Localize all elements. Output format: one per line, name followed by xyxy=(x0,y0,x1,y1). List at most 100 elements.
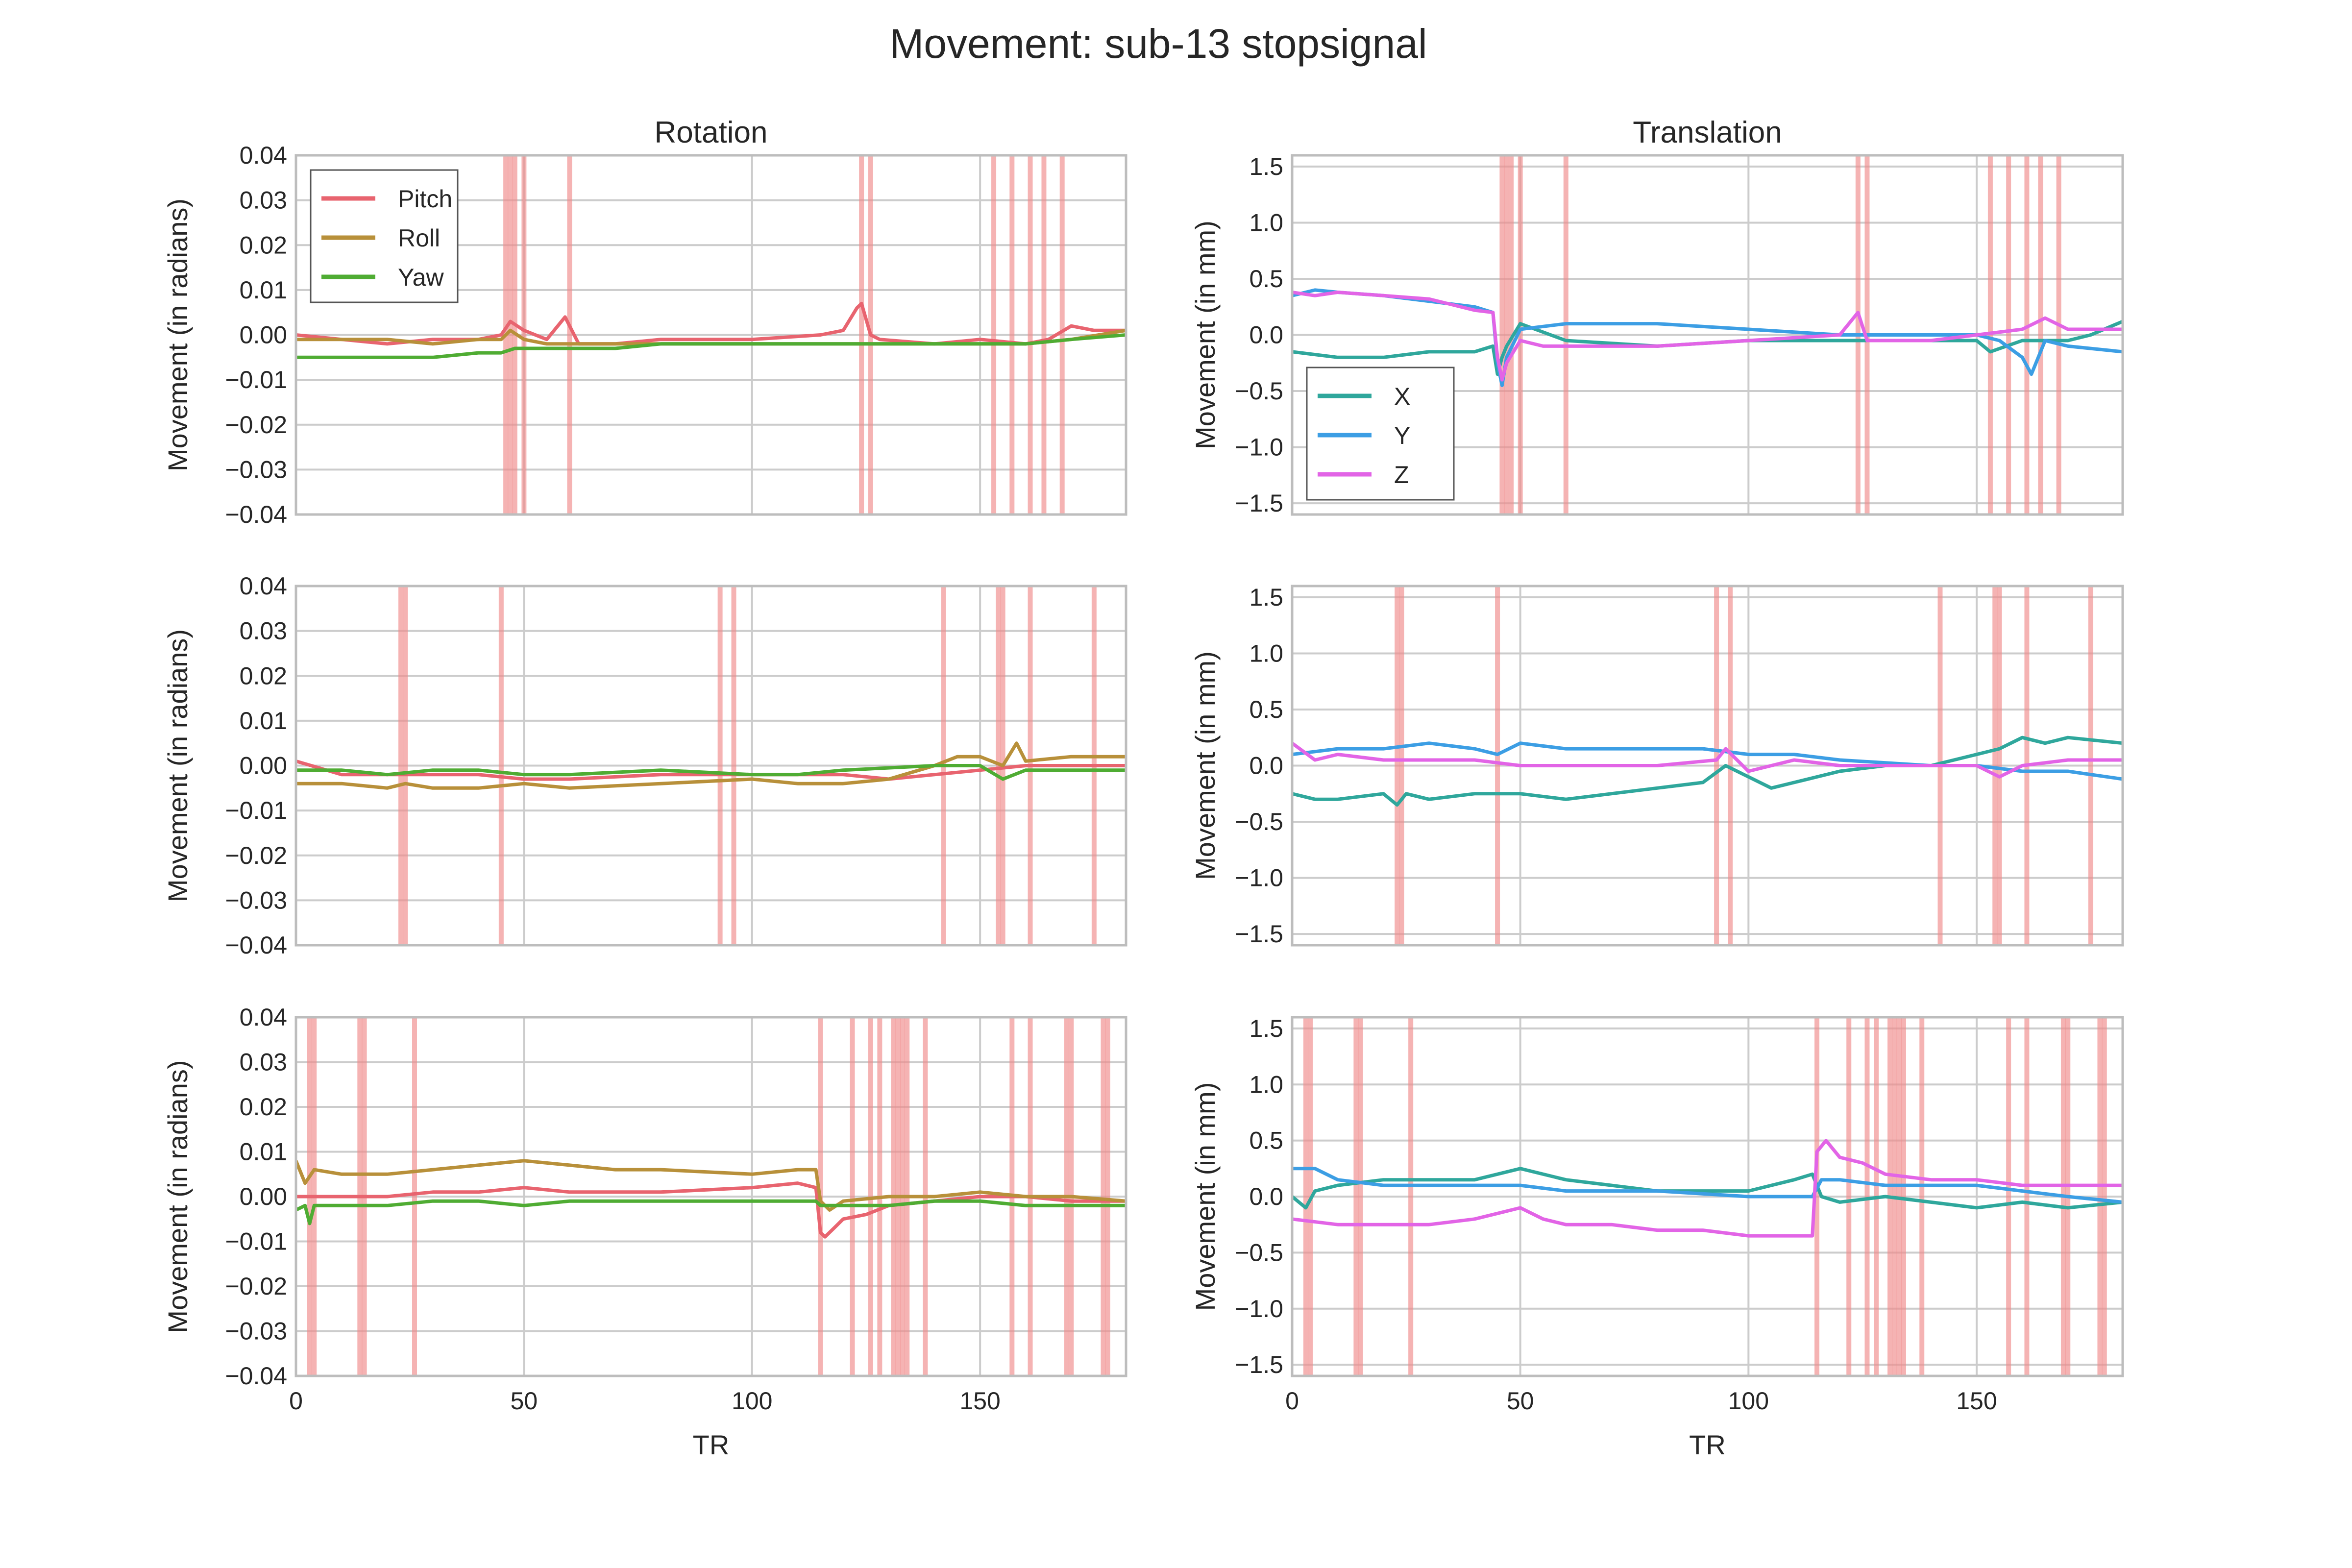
outlier-highlight xyxy=(1814,1017,1820,1376)
outlier-highlight xyxy=(859,155,864,514)
outlier-highlight xyxy=(1009,155,1015,514)
y-tick-label: −0.03 xyxy=(225,456,287,483)
panel-r1c2-ylabel: Movement (in mm) xyxy=(1190,220,1221,449)
y-tick-label: −0.03 xyxy=(225,1318,287,1345)
y-tick-label: −1.0 xyxy=(1235,1295,1283,1323)
outlier-highlight xyxy=(2097,1017,2103,1376)
outlier-highlight xyxy=(2056,155,2061,514)
series-line-yaw xyxy=(296,1199,1126,1225)
y-tick-label: 0.04 xyxy=(240,142,287,169)
outlier-highlight xyxy=(521,155,527,514)
outlier-highlight xyxy=(2006,1017,2011,1376)
y-tick-label: −1.0 xyxy=(1235,434,1283,461)
outlier-highlight xyxy=(1846,1017,1852,1376)
x-tick-label: 50 xyxy=(511,1387,538,1415)
outlier-highlight xyxy=(1504,155,1509,514)
legend-label-y: Y xyxy=(1394,422,1410,449)
panel-r1c1-series xyxy=(296,301,1126,359)
panel-r3c1-ylabel: Movement (in radians) xyxy=(162,1060,193,1333)
series-line-y xyxy=(1292,1167,2123,1204)
panel-r2c1: −0.04 −0.03 −0.02 −0.01 0.00 0.01 0.02 0.03 0.04… xyxy=(162,572,1127,959)
outlier-highlight xyxy=(1997,586,2002,945)
panel-r3c1-frame xyxy=(294,1016,1127,1377)
panel-r2c2-ylabel: Movement (in mm) xyxy=(1190,651,1221,880)
panel-r3c2-frame xyxy=(1291,1016,2124,1377)
outlier-highlight xyxy=(1395,586,1400,945)
x-tick-label: 100 xyxy=(732,1387,772,1415)
y-tick-label: 0.04 xyxy=(240,572,287,600)
panel-r3c1-xlabel: TR xyxy=(693,1429,730,1460)
outlier-highlight xyxy=(1101,1017,1106,1376)
panel-r3c1: −0.04 −0.03 −0.02 −0.01 0.00 0.01 0.02 0.03 0.04… xyxy=(162,1004,1127,1460)
panel-r2c1-ylabel: Movement (in radians) xyxy=(162,629,193,902)
y-tick-label: −0.01 xyxy=(225,797,287,824)
y-tick-label: 0.01 xyxy=(240,276,287,304)
y-tick-label: −0.02 xyxy=(225,1273,287,1300)
y-tick-label: 0.02 xyxy=(240,231,287,259)
panel-r1c1-frame xyxy=(294,154,1127,516)
y-tick-label: −1.5 xyxy=(1235,490,1283,517)
panel-r3c1-series xyxy=(296,1159,1126,1239)
outlier-highlight xyxy=(1028,155,1033,514)
figure-title: Movement: sub-13 stopsignal xyxy=(889,21,1427,67)
y-tick-label: 1.0 xyxy=(1249,1071,1283,1098)
series-line-z xyxy=(1292,1139,2123,1238)
outlier-highlight xyxy=(2088,586,2093,945)
outlier-highlight xyxy=(1919,1017,1925,1376)
y-tick-label: 0.03 xyxy=(240,617,287,645)
panel-r2c2-frame xyxy=(1291,585,2124,947)
outlier-highlight xyxy=(2024,1017,2030,1376)
y-tick-label: 0.01 xyxy=(240,1138,287,1166)
y-tick-label: −1.5 xyxy=(1235,1351,1283,1378)
outlier-highlight xyxy=(1408,1017,1414,1376)
outlier-highlight xyxy=(1303,1017,1308,1376)
y-tick-label: 0.03 xyxy=(240,187,287,214)
outlier-highlight xyxy=(498,586,504,945)
x-tick-label: 0 xyxy=(1285,1387,1299,1415)
panel-r1c1-title: Rotation xyxy=(655,116,768,149)
y-tick-label: 0.5 xyxy=(1249,696,1283,723)
y-tick-label: 0.03 xyxy=(240,1049,287,1076)
outlier-highlight xyxy=(403,586,408,945)
outlier-highlight xyxy=(2006,155,2011,514)
panel-r2c2: −1.5 −1.0 −0.5 0.0 0.5 1.0 1.5 Movement (in mm) xyxy=(1190,584,2124,948)
outlier-highlight xyxy=(868,1017,873,1376)
x-tick-label: 50 xyxy=(1507,1387,1534,1415)
outlier-highlight xyxy=(1864,1017,1870,1376)
series-line-z xyxy=(1292,291,2123,382)
series-line-z xyxy=(1292,741,2123,779)
outlier-highlight xyxy=(2038,155,2043,514)
y-tick-label: 1.5 xyxy=(1249,153,1283,180)
outlier-highlight xyxy=(1399,586,1404,945)
panel-r3c2-xlabel: TR xyxy=(1689,1429,1726,1460)
panel-r3c2: −1.5 −1.0 −0.5 0.0 0.5 1.0 1.5 0 50 100 150 TR Movem… xyxy=(1190,1015,2124,1460)
panel-r1c1-legend: Pitch Roll Yaw xyxy=(310,169,459,303)
panel-r2c1-frame xyxy=(294,585,1127,947)
y-tick-label: 0.0 xyxy=(1249,321,1283,349)
x-tick-label: 100 xyxy=(1728,1387,1769,1415)
y-tick-label: −0.5 xyxy=(1235,377,1283,405)
legend-label-pitch: Pitch xyxy=(398,185,452,213)
y-tick-label: −1.0 xyxy=(1235,864,1283,892)
y-tick-label: 0.04 xyxy=(240,1004,287,1031)
outlier-highlight xyxy=(1358,1017,1363,1376)
panel-r1c1: −0.04 −0.03 −0.02 −0.01 0.00 0.01 0.02 0.03 0.04… xyxy=(162,116,1127,528)
outlier-highlight xyxy=(1499,155,1505,514)
y-tick-label: 0.02 xyxy=(240,1093,287,1121)
outlier-highlight xyxy=(1105,1017,1110,1376)
outlier-highlight xyxy=(1728,586,1733,945)
y-tick-label: 0.0 xyxy=(1249,752,1283,780)
panel-r1c2-title: Translation xyxy=(1633,116,1782,149)
panel-r3c2-series xyxy=(1292,1139,2123,1238)
panel-r1c2-frame xyxy=(1291,154,2124,516)
outlier-highlight xyxy=(991,155,997,514)
series-line-pitch xyxy=(296,1181,1126,1239)
series-line-yaw xyxy=(296,764,1126,781)
y-tick-label: 0.00 xyxy=(240,1183,287,1210)
outlier-highlight xyxy=(1992,586,1998,945)
legend-label-x: X xyxy=(1394,383,1410,410)
outlier-highlight xyxy=(850,1017,855,1376)
outlier-highlight xyxy=(1353,1017,1359,1376)
y-tick-label: −0.04 xyxy=(225,931,287,959)
